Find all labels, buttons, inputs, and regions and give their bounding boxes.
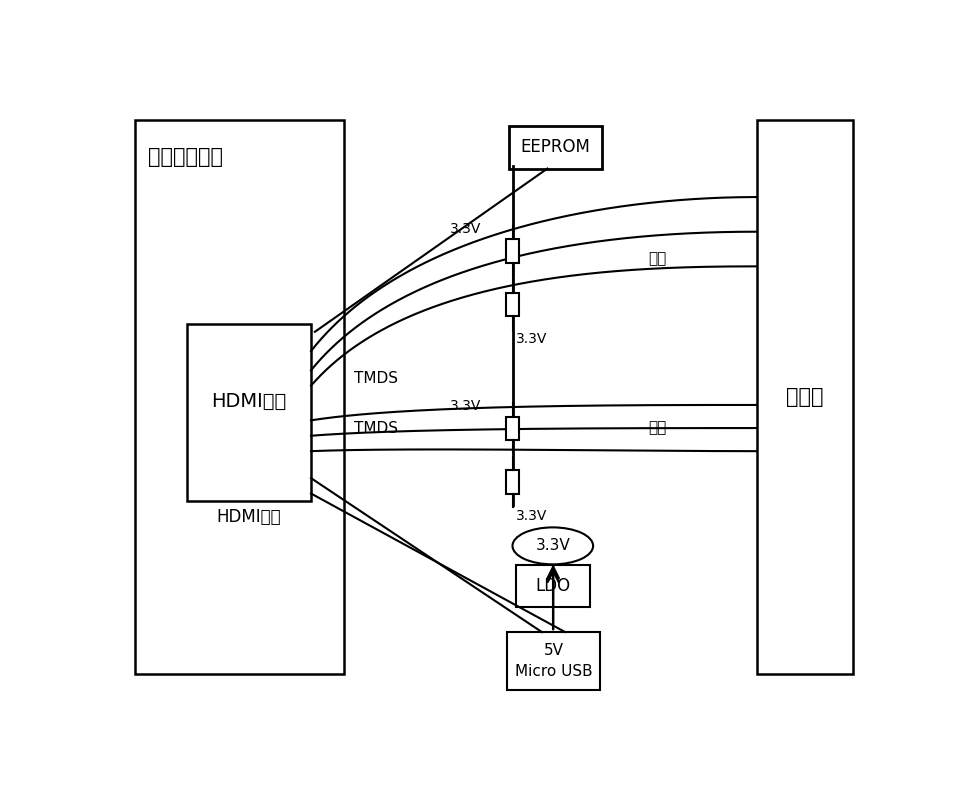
Bar <box>135 120 344 675</box>
Text: HDMI公头: HDMI公头 <box>211 392 287 410</box>
Text: EEPROM: EEPROM <box>520 138 590 157</box>
Text: TMDS: TMDS <box>354 420 397 436</box>
Bar <box>506 293 519 317</box>
Text: 被测源端设备: 被测源端设备 <box>148 147 223 167</box>
Text: 3.3V: 3.3V <box>516 509 547 523</box>
Bar <box>509 126 602 169</box>
Bar <box>187 324 311 501</box>
Ellipse shape <box>513 528 593 564</box>
Text: TMDS: TMDS <box>354 371 397 385</box>
Text: 探头: 探头 <box>648 251 667 266</box>
Text: 3.3V: 3.3V <box>536 538 570 553</box>
Text: 3.3V: 3.3V <box>451 398 482 413</box>
Text: 示波器: 示波器 <box>786 387 824 407</box>
Bar <box>506 239 519 263</box>
Text: 探头: 探头 <box>648 420 667 436</box>
Bar <box>507 632 600 690</box>
Bar <box>506 416 519 440</box>
Bar <box>506 470 519 494</box>
Text: HDMI母座: HDMI母座 <box>217 507 281 526</box>
Bar <box>757 120 854 675</box>
Text: LDO: LDO <box>536 577 571 595</box>
Bar <box>516 565 590 608</box>
Text: 3.3V: 3.3V <box>451 221 482 236</box>
Text: 5V
Micro USB: 5V Micro USB <box>515 643 592 679</box>
Text: 3.3V: 3.3V <box>516 332 547 346</box>
